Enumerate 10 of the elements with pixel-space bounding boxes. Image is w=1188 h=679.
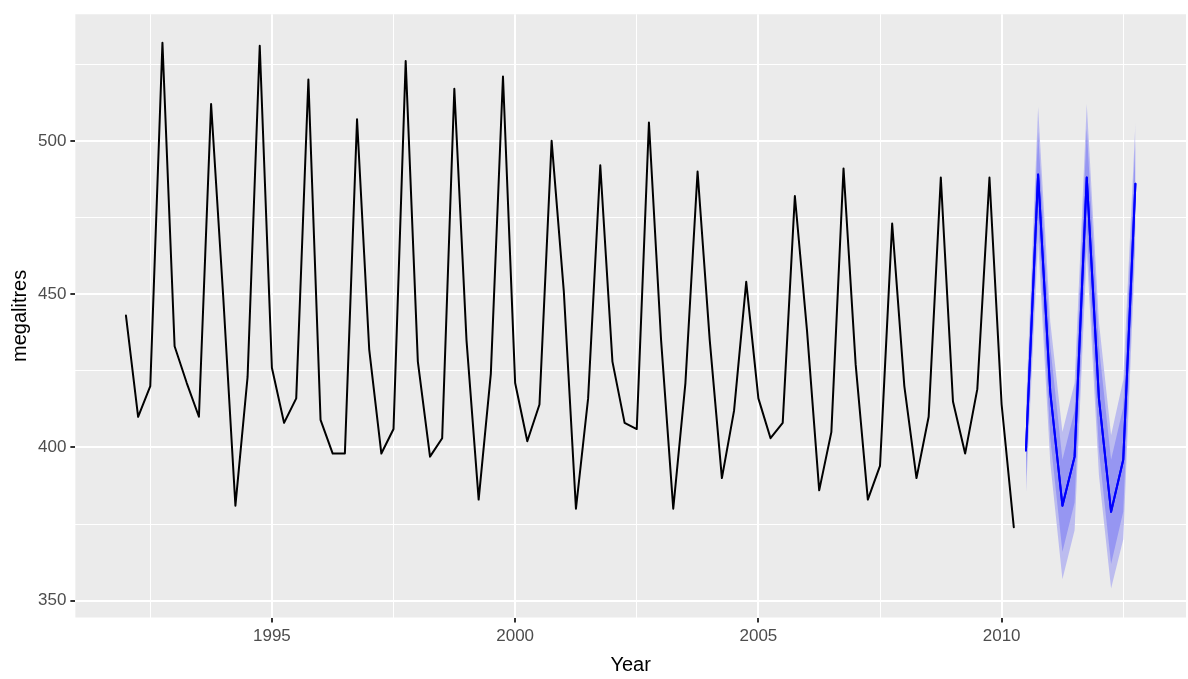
x-tick-label: 2000: [496, 626, 535, 646]
y-tick-label: 450: [37, 283, 67, 303]
y-tick-label: 350: [37, 590, 67, 610]
y-axis-title: megalitres: [7, 269, 30, 363]
x-tick-label: 2010: [982, 626, 1021, 646]
y-tick-label: 500: [37, 130, 67, 150]
y-tick-label: 400: [37, 437, 67, 457]
x-tick-label: 1995: [252, 626, 291, 646]
x-tick-label: 2005: [739, 626, 778, 646]
x-axis-title: Year: [610, 652, 652, 675]
